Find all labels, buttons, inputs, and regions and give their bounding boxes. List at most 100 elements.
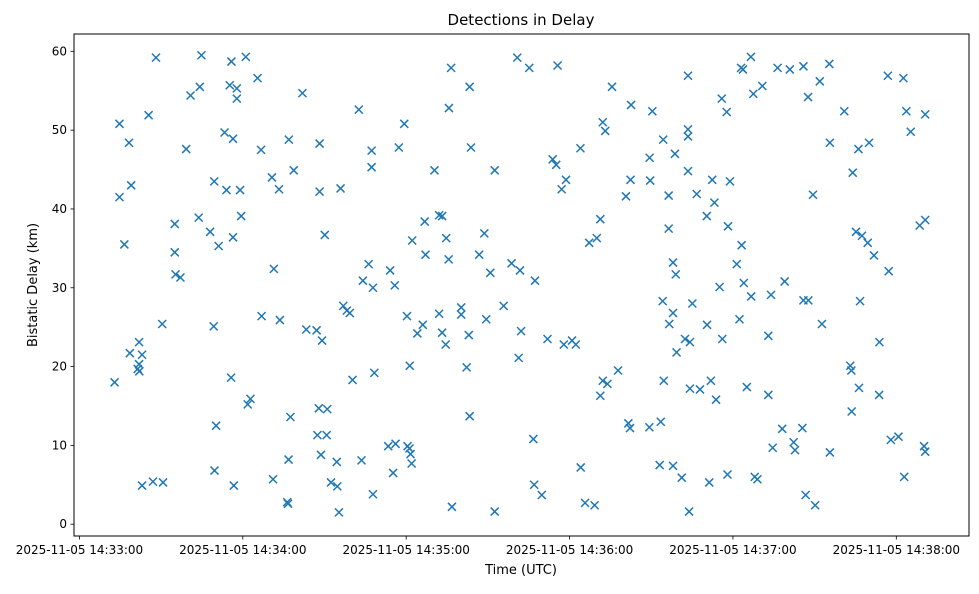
scatter-marker — [685, 337, 695, 347]
scatter-marker — [626, 100, 636, 110]
scatter-marker — [839, 106, 849, 116]
scatter-marker — [236, 211, 246, 221]
scatter-marker — [399, 119, 409, 129]
scatter-marker — [235, 185, 245, 195]
scatter-marker — [553, 60, 563, 71]
scatter-marker — [644, 422, 654, 432]
scatter-marker — [732, 259, 742, 269]
scatter-marker — [659, 376, 669, 386]
scatter-marker — [592, 233, 602, 243]
scatter-marker — [429, 165, 440, 175]
scatter-marker — [664, 319, 674, 329]
x-tick-label: 2025-11-05 14:36:00 — [506, 543, 633, 557]
scatter-marker — [746, 52, 756, 62]
plot-area — [73, 33, 970, 537]
scatter-marker — [181, 144, 191, 154]
scatter-marker — [883, 71, 893, 81]
scatter-marker — [368, 489, 378, 499]
scatter-marker — [383, 441, 393, 451]
scatter-marker — [561, 175, 571, 185]
scatter-marker — [752, 474, 762, 484]
scatter-marker — [742, 382, 752, 392]
scatter-marker — [124, 138, 134, 148]
scatter-marker — [312, 430, 322, 440]
scatter-marker — [170, 247, 180, 257]
scatter-marker — [886, 435, 896, 445]
scatter-marker — [358, 276, 368, 286]
scatter-marker — [126, 180, 136, 190]
scatter-marker — [322, 404, 332, 414]
scatter-marker — [656, 417, 666, 427]
scatter-marker — [817, 319, 827, 329]
scatter-marker — [137, 481, 147, 491]
scatter-marker — [225, 80, 235, 90]
scatter-marker — [766, 290, 776, 300]
scatter-marker — [723, 221, 733, 231]
scatter-marker — [391, 439, 401, 449]
scatter-marker — [884, 266, 894, 276]
scatter-marker — [803, 295, 813, 305]
scatter-marker — [725, 176, 735, 186]
scatter-marker — [790, 445, 800, 455]
scatter-marker — [803, 92, 813, 102]
scatter-marker — [348, 375, 358, 385]
scatter-marker — [137, 350, 147, 360]
scatter-marker — [134, 337, 144, 347]
scatter-marker — [437, 211, 447, 221]
scatter-marker — [345, 308, 355, 318]
scatter-marker — [301, 324, 311, 335]
scatter-marker — [285, 412, 295, 422]
scatter-marker — [621, 191, 631, 201]
scatter-marker — [893, 432, 904, 442]
scatter-marker — [595, 214, 605, 224]
scatter-marker — [551, 160, 561, 170]
scatter-marker — [144, 110, 154, 120]
scatter-marker — [854, 383, 864, 393]
scatter-marker — [530, 276, 540, 286]
scatter-marker — [746, 291, 756, 301]
scatter-marker — [595, 391, 605, 401]
y-tick-label: 10 — [52, 438, 67, 452]
scatter-marker — [326, 477, 336, 487]
y-tick-label: 50 — [52, 123, 67, 137]
scatter-marker — [405, 361, 415, 371]
scatter-marker — [777, 424, 787, 434]
scatter-marker — [855, 296, 865, 306]
x-axis-ticks: 2025-11-05 14:33:00 2025-11-05 14:34:00 20… — [16, 536, 960, 557]
scatter-marker — [499, 301, 509, 311]
scatter-marker — [245, 394, 255, 404]
scatter-marker — [677, 473, 687, 483]
scatter-marker — [529, 480, 539, 490]
scatter-marker — [801, 490, 811, 500]
scatter-marker — [336, 183, 346, 193]
scatter-marker — [354, 105, 364, 115]
scatter-marker — [322, 430, 332, 440]
scatter-marker — [824, 59, 834, 69]
scatter-marker — [780, 276, 790, 286]
scatter-marker — [516, 326, 526, 336]
scatter-marker — [220, 127, 230, 138]
scatter-marker — [711, 395, 721, 405]
scatter-marker — [695, 384, 705, 394]
y-tick-label: 0 — [59, 517, 67, 531]
y-tick-label: 40 — [52, 202, 67, 216]
scatter-marker — [645, 153, 655, 163]
scatter-marker — [645, 176, 655, 186]
scatter-marker — [446, 63, 456, 73]
scatter-marker — [571, 339, 581, 350]
scatter-marker — [507, 258, 517, 268]
scatter-marker — [462, 362, 472, 372]
scatter-marker — [825, 138, 835, 148]
scatter-marker — [114, 119, 125, 129]
scatter-marker — [524, 63, 534, 73]
scatter-marker — [901, 106, 911, 116]
scatter-marker — [297, 88, 307, 98]
scatter-marker — [390, 280, 400, 290]
scatter-marker — [537, 490, 547, 500]
scatter-marker — [209, 176, 219, 186]
scatter-marker — [434, 210, 444, 220]
scatter-marker — [576, 462, 586, 472]
scatter-marker — [797, 423, 807, 433]
scatter-marker — [684, 507, 694, 517]
